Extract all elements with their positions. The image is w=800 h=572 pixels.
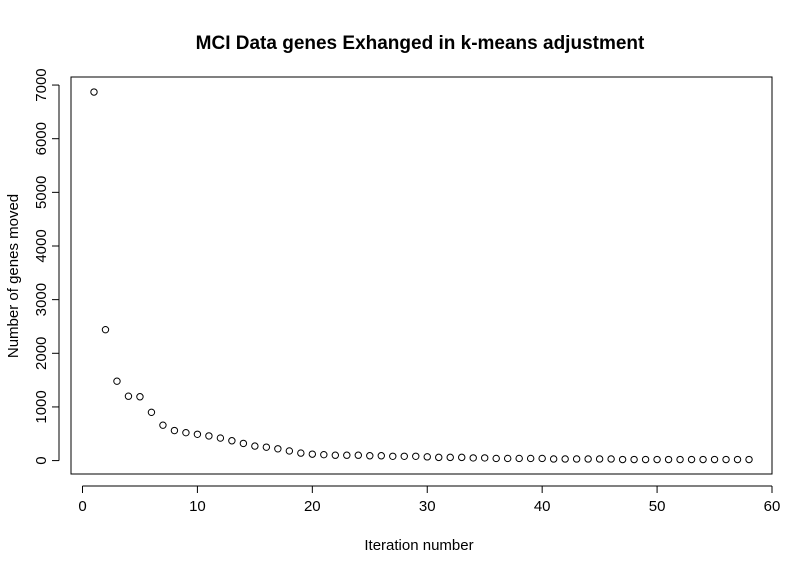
data-point — [228, 437, 236, 445]
x-tick-label: 30 — [419, 498, 436, 515]
data-point — [205, 432, 213, 440]
data-points — [90, 88, 753, 464]
data-point — [389, 452, 397, 460]
data-point — [423, 453, 431, 461]
data-point — [377, 452, 385, 460]
y-axis-label: Number of genes moved — [5, 194, 22, 358]
data-point — [745, 455, 753, 464]
data-point — [699, 455, 707, 464]
y-tick-label: 6000 — [33, 122, 50, 155]
data-point — [274, 445, 282, 453]
data-point — [262, 443, 271, 451]
data-point — [653, 455, 661, 464]
data-point — [182, 428, 190, 437]
data-point — [343, 451, 351, 459]
data-point — [400, 452, 408, 460]
x-tick-label: 40 — [534, 498, 551, 515]
y-tick-label: 3000 — [33, 283, 50, 316]
data-point — [664, 455, 673, 464]
data-point — [538, 454, 546, 463]
data-point — [308, 450, 317, 458]
y-tick-label: 4000 — [33, 229, 50, 262]
data-point — [446, 453, 454, 462]
y-tick-label: 1000 — [33, 390, 50, 423]
y-tick-label: 0 — [33, 456, 50, 464]
data-point — [366, 452, 374, 460]
data-point — [492, 454, 500, 463]
data-point — [572, 455, 581, 463]
data-point — [710, 455, 719, 464]
data-point — [687, 455, 696, 464]
data-point — [641, 455, 650, 464]
plot-frame — [70, 76, 773, 475]
data-point — [481, 454, 489, 462]
y-axis: 0 1000 2000 3000 4000 5000 6000 7000 — [33, 68, 60, 465]
x-axis: 0 10 20 30 40 50 60 — [78, 485, 781, 515]
data-point — [503, 454, 512, 463]
data-point — [251, 442, 259, 450]
data-point — [561, 455, 569, 463]
data-point — [170, 426, 179, 435]
data-point — [595, 455, 604, 463]
data-point — [549, 455, 558, 463]
data-point — [193, 430, 202, 438]
y-tick-label: 2000 — [33, 337, 50, 370]
data-point — [607, 455, 615, 463]
data-point — [354, 451, 362, 459]
y-tick-label: 5000 — [33, 176, 50, 209]
x-tick-label: 10 — [189, 498, 206, 515]
data-point — [101, 325, 110, 334]
y-tick-label: 7000 — [33, 68, 50, 101]
data-point — [618, 455, 627, 464]
data-point — [147, 408, 156, 417]
data-point — [331, 451, 340, 459]
data-point — [469, 454, 477, 462]
data-point — [124, 392, 133, 400]
data-point — [136, 393, 144, 401]
data-point — [515, 454, 523, 463]
data-point — [297, 449, 305, 457]
data-point — [113, 377, 121, 385]
x-axis-label: Iteration number — [364, 537, 473, 554]
data-point — [435, 453, 443, 462]
chart-title: MCI Data genes Exhanged in k-means adjus… — [196, 33, 645, 54]
data-point — [722, 455, 730, 464]
x-tick-label: 60 — [764, 498, 781, 515]
data-point — [676, 455, 684, 464]
data-point — [320, 450, 328, 459]
data-point — [630, 455, 638, 464]
data-point — [216, 434, 225, 442]
data-point — [285, 447, 294, 455]
x-tick-label: 0 — [78, 498, 86, 515]
x-tick-label: 50 — [649, 498, 666, 515]
data-point — [733, 455, 742, 464]
data-point — [526, 454, 535, 463]
data-point — [412, 452, 420, 460]
data-point — [458, 453, 466, 462]
data-point — [584, 455, 592, 463]
data-point — [239, 439, 248, 448]
data-point — [159, 421, 167, 429]
x-tick-label: 20 — [304, 498, 321, 515]
data-point — [90, 88, 98, 96]
